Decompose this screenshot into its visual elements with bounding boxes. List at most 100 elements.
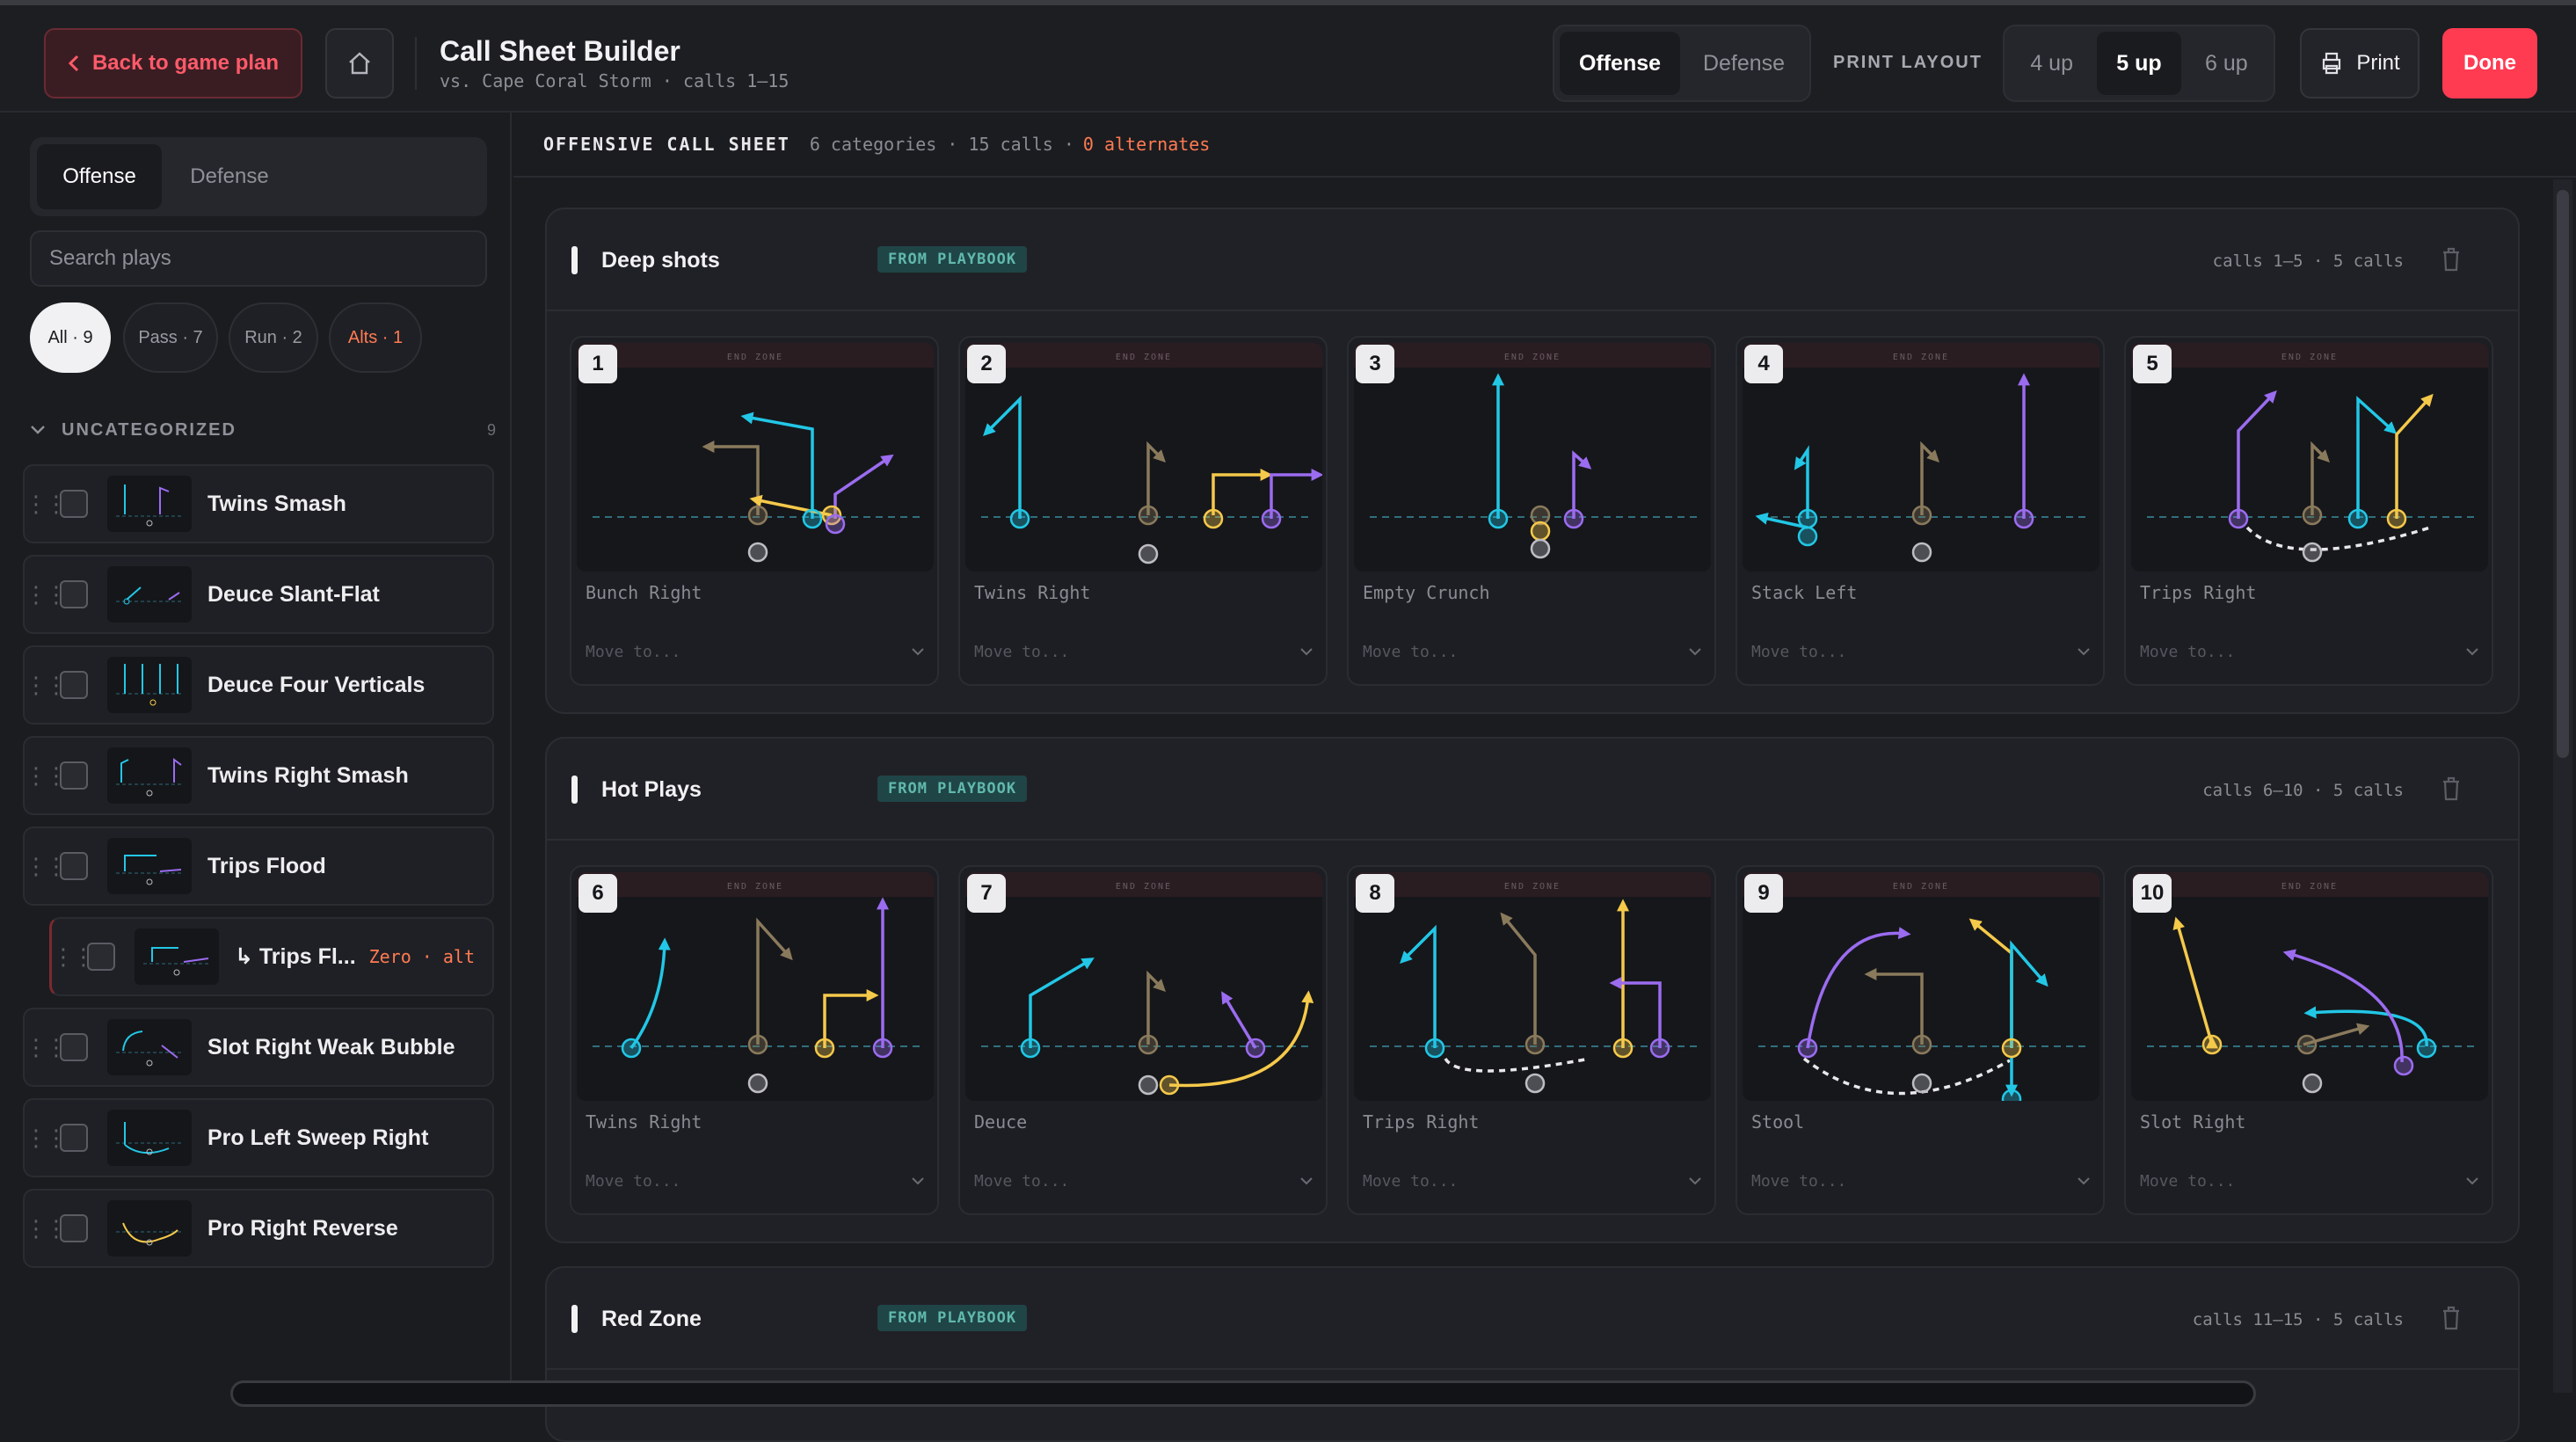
move-to-select[interactable]: Move to... <box>586 635 925 668</box>
route-path <box>702 441 760 515</box>
play-checkbox[interactable] <box>60 852 88 880</box>
layout-6-up[interactable]: 6 up <box>2204 50 2248 76</box>
tab-defense[interactable]: Defense <box>1702 50 1786 76</box>
sidebar-play-item[interactable]: ⋮⋮ ↳ Trips Fl... Zero · alt <box>49 917 494 996</box>
drag-handle-icon[interactable]: ⋮⋮ <box>25 852 68 879</box>
drag-handle-icon[interactable]: ⋮⋮ <box>52 943 95 970</box>
home-button[interactable] <box>325 28 394 98</box>
print-button[interactable]: Print <box>2300 28 2420 98</box>
back-to-game-plan-button[interactable]: Back to game plan <box>44 28 302 98</box>
scrollbar[interactable] <box>2553 179 2572 1393</box>
category-header[interactable]: UNCATEGORIZED 9 <box>30 417 496 443</box>
call-number: 4 <box>1744 345 1783 383</box>
call-card[interactable]: 2 END ZONE Twins Right Move to... <box>958 336 1328 686</box>
play-checkbox[interactable] <box>60 490 88 518</box>
play-thumbnail <box>107 747 192 804</box>
call-card[interactable]: 9 END ZONE Stool Move to... <box>1736 865 2105 1215</box>
play-checkbox[interactable] <box>60 1033 88 1061</box>
move-to-select[interactable]: Move to... <box>1751 1164 2091 1198</box>
sidebar-tab-offense[interactable]: Offense <box>37 144 162 209</box>
sidebar-play-item[interactable]: ⋮⋮ Twins Smash <box>23 464 494 543</box>
play-checkbox[interactable] <box>60 761 88 790</box>
scrollbar-thumb[interactable] <box>2557 190 2569 758</box>
call-card[interactable]: 6 END ZONE Twins Right Move to... <box>570 865 939 1215</box>
player-marker <box>1911 505 1932 526</box>
play-checkbox[interactable] <box>60 1214 88 1242</box>
trash-icon[interactable] <box>2441 776 2462 802</box>
category-title[interactable]: Deep shots <box>601 248 720 273</box>
call-card[interactable]: 4 END ZONE Stack Left Move to... <box>1736 336 2105 686</box>
player-marker <box>1159 1074 1180 1096</box>
move-to-select[interactable]: Move to... <box>974 1164 1313 1198</box>
category-range: calls 11–15 · 5 calls <box>2192 1310 2404 1329</box>
drag-handle-icon[interactable]: ⋮⋮ <box>25 671 68 698</box>
trash-icon[interactable] <box>2441 1305 2462 1331</box>
filter-alts[interactable]: Alts · 1 <box>329 302 422 373</box>
drag-handle-icon[interactable]: ⋮⋮ <box>25 761 68 789</box>
call-card[interactable]: 8 END ZONE Trips Right Move to... <box>1347 865 1716 1215</box>
end-zone-label: END ZONE <box>727 882 783 892</box>
move-to-select[interactable]: Move to... <box>1751 635 2091 668</box>
play-checkbox[interactable] <box>60 580 88 608</box>
sidebar-play-item[interactable]: ⋮⋮ Deuce Slant-Flat <box>23 555 494 634</box>
call-card[interactable]: 7 END ZONE Deuce Move to... <box>958 865 1328 1215</box>
sidebar-play-item[interactable]: ⋮⋮ Deuce Four Verticals <box>23 645 494 725</box>
filter-all[interactable]: All · 9 <box>30 302 111 373</box>
play-checkbox[interactable] <box>60 671 88 699</box>
play-checkbox[interactable] <box>60 1124 88 1152</box>
play-name: Deuce Four Verticals <box>207 672 426 697</box>
call-card[interactable]: 1 END ZONE Bunch Right Move to... <box>570 336 939 686</box>
sidebar-play-item[interactable]: ⋮⋮ Pro Left Sweep Right <box>23 1098 494 1177</box>
end-zone-label: END ZONE <box>1504 353 1561 362</box>
call-card[interactable]: 3 END ZONE Empty Crunch Move to... <box>1347 336 1716 686</box>
player-marker <box>1797 1038 1818 1059</box>
sidebar-play-item[interactable]: ⋮⋮ Slot Right Weak Bubble <box>23 1008 494 1087</box>
play-checkbox[interactable] <box>87 943 115 971</box>
move-to-select[interactable]: Move to... <box>1363 635 1702 668</box>
sidebar-play-item[interactable]: ⋮⋮ Twins Right Smash <box>23 736 494 815</box>
player-marker <box>747 1073 768 1094</box>
tab-offense[interactable]: Offense <box>1560 32 1680 95</box>
done-button[interactable]: Done <box>2442 28 2537 98</box>
sidebar-play-item[interactable]: ⋮⋮ Trips Flood <box>23 827 494 906</box>
layout-4-up[interactable]: 4 up <box>2030 50 2073 76</box>
route-path <box>2282 949 2404 1063</box>
end-zone-label: END ZONE <box>1116 882 1172 892</box>
player-marker <box>1649 1038 1670 1059</box>
player-marker <box>2302 542 2323 563</box>
call-card[interactable]: 10 END ZONE Slot Right Move to... <box>2124 865 2493 1215</box>
drag-handle-icon[interactable]: ⋮⋮ <box>25 1033 68 1060</box>
player-marker <box>1797 526 1818 547</box>
chevron-down-icon <box>2078 648 2090 656</box>
call-card[interactable]: 5 END ZONE Trips Right Move to... <box>2124 336 2493 686</box>
move-to-select[interactable]: Move to... <box>586 1164 925 1198</box>
sidebar-tab-defense[interactable]: Defense <box>190 164 269 188</box>
drag-handle-icon[interactable]: ⋮⋮ <box>25 1124 68 1151</box>
move-to-select[interactable]: Move to... <box>1363 1164 1702 1198</box>
call-number: 5 <box>2133 345 2172 383</box>
route-path <box>1864 968 1924 1045</box>
sidebar-play-item[interactable]: ⋮⋮ Pro Right Reverse <box>23 1189 494 1268</box>
call-category: Hot Plays FROM PLAYBOOK calls 6–10 · 5 cal… <box>545 737 2520 1243</box>
move-to-select[interactable]: Move to... <box>974 635 1313 668</box>
layout-5-up[interactable]: 5 up <box>2097 32 2181 95</box>
route-path <box>823 989 879 1048</box>
category-title[interactable]: Red Zone <box>601 1307 702 1331</box>
route-path <box>2310 441 2330 515</box>
player-marker <box>1797 508 1818 529</box>
filter-pass[interactable]: Pass · 7 <box>123 302 218 373</box>
move-to-select[interactable]: Move to... <box>2140 1164 2479 1198</box>
end-zone-label: END ZONE <box>2281 353 2338 362</box>
motion-path <box>1802 1057 2011 1096</box>
filter-run[interactable]: Run · 2 <box>229 302 318 373</box>
category-title[interactable]: Hot Plays <box>601 777 702 802</box>
play-name: Slot Right Weak Bubble <box>207 1034 455 1060</box>
play-library-sidebar: Offense Defense Search plays All · 9 Pas… <box>0 113 512 1396</box>
drag-handle-icon[interactable]: ⋮⋮ <box>25 1214 68 1242</box>
play-thumbnail <box>107 1200 192 1256</box>
drag-handle-icon[interactable]: ⋮⋮ <box>25 490 68 517</box>
move-to-select[interactable]: Move to... <box>2140 635 2479 668</box>
trash-icon[interactable] <box>2441 246 2462 273</box>
search-input[interactable]: Search plays <box>30 230 487 287</box>
drag-handle-icon[interactable]: ⋮⋮ <box>25 580 68 608</box>
